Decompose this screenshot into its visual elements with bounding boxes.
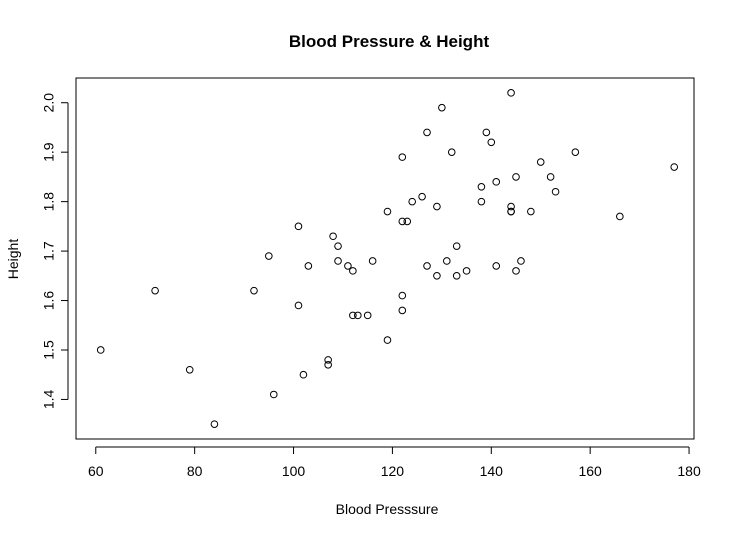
data-point bbox=[462, 267, 471, 275]
data-point bbox=[363, 311, 372, 320]
data-point bbox=[354, 311, 362, 320]
data-point bbox=[294, 301, 303, 310]
data-point bbox=[403, 217, 412, 226]
x-tick-label: 100 bbox=[282, 463, 306, 479]
chart-title: Blood Pressure & Height bbox=[289, 32, 490, 51]
data-point bbox=[527, 207, 535, 216]
data-point bbox=[571, 148, 580, 156]
data-point bbox=[433, 272, 441, 280]
y-axis-label: Height bbox=[5, 239, 21, 280]
data-point bbox=[512, 173, 520, 181]
x-axis: 60 80 100 120 140 160 180 bbox=[88, 446, 701, 479]
data-point bbox=[349, 311, 357, 320]
data-point bbox=[398, 153, 407, 161]
y-tick-label: 1.4 bbox=[41, 389, 57, 409]
data-point bbox=[383, 207, 392, 216]
data-point bbox=[616, 212, 624, 221]
data-point bbox=[452, 272, 461, 280]
data-point bbox=[551, 187, 560, 196]
data-point bbox=[324, 361, 332, 369]
x-axis-label: Blood Presssure bbox=[336, 501, 439, 517]
y-tick-label: 1.7 bbox=[41, 241, 57, 261]
x-tick-label: 140 bbox=[480, 463, 504, 479]
data-point bbox=[151, 286, 159, 295]
data-point bbox=[398, 306, 407, 315]
data-point bbox=[452, 242, 461, 250]
data-point bbox=[482, 128, 491, 137]
data-point bbox=[265, 252, 273, 260]
data-point bbox=[398, 217, 407, 226]
data-point bbox=[433, 202, 441, 211]
data-points bbox=[96, 89, 679, 428]
data-point bbox=[423, 128, 431, 137]
data-point bbox=[294, 222, 303, 231]
x-tick-label: 120 bbox=[381, 463, 405, 479]
data-point bbox=[408, 197, 416, 206]
data-point bbox=[546, 173, 555, 181]
data-point bbox=[329, 232, 337, 241]
data-point bbox=[507, 202, 515, 211]
data-point bbox=[477, 182, 486, 191]
y-tick-label: 2.0 bbox=[41, 93, 57, 113]
plot-frame bbox=[75, 77, 695, 440]
y-tick-label: 1.5 bbox=[41, 340, 57, 360]
data-point bbox=[324, 356, 332, 364]
y-tick-label: 1.6 bbox=[41, 291, 57, 311]
x-tick-label: 160 bbox=[578, 463, 602, 479]
data-point bbox=[447, 148, 456, 156]
data-point bbox=[507, 207, 515, 216]
data-point bbox=[398, 291, 407, 300]
data-point bbox=[418, 192, 426, 201]
data-point bbox=[536, 158, 545, 166]
data-point bbox=[269, 390, 278, 399]
data-point bbox=[383, 336, 392, 344]
data-point bbox=[512, 267, 520, 275]
data-point bbox=[250, 286, 258, 295]
data-point bbox=[443, 257, 451, 265]
data-point bbox=[423, 262, 431, 270]
y-tick-label: 1.8 bbox=[41, 192, 57, 212]
data-point bbox=[477, 197, 486, 206]
x-tick-label: 80 bbox=[187, 463, 203, 479]
data-point bbox=[344, 262, 352, 270]
data-point bbox=[185, 365, 194, 374]
data-point bbox=[349, 267, 357, 275]
y-tick-label: 1.9 bbox=[41, 142, 57, 162]
data-point bbox=[492, 178, 501, 186]
data-point bbox=[492, 262, 501, 270]
data-point bbox=[487, 138, 496, 147]
data-point bbox=[368, 257, 377, 265]
data-point bbox=[670, 163, 679, 171]
data-point bbox=[517, 257, 525, 265]
data-point bbox=[304, 262, 313, 270]
data-point bbox=[299, 370, 308, 379]
x-tick-label: 60 bbox=[88, 463, 104, 479]
x-tick-label: 180 bbox=[677, 463, 701, 479]
y-axis: 1.4 1.5 1.6 1.7 1.8 1.9 2.0 bbox=[41, 93, 69, 409]
data-point bbox=[334, 242, 342, 250]
data-point bbox=[438, 103, 446, 112]
data-point bbox=[96, 346, 105, 354]
data-point bbox=[334, 257, 342, 265]
data-point bbox=[210, 420, 219, 428]
data-point bbox=[507, 89, 515, 97]
